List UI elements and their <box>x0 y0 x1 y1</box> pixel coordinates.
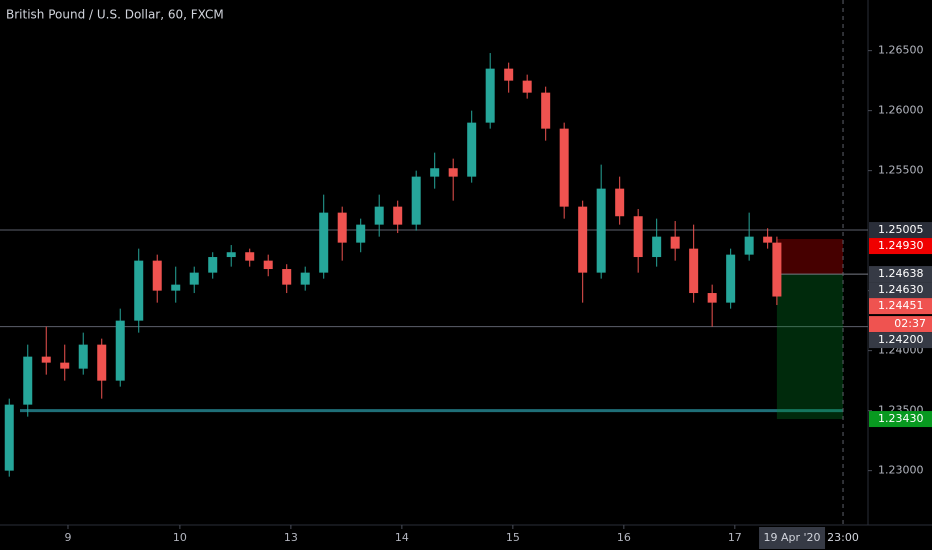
candle-body <box>171 284 181 291</box>
candle-body <box>300 272 310 285</box>
price-label-box <box>869 266 932 283</box>
x-tick-label: 14 <box>395 531 409 544</box>
candle-body <box>97 344 107 381</box>
candle-body <box>448 168 458 177</box>
candle-body <box>541 92 551 129</box>
candle-body <box>772 242 782 297</box>
price-label: 1.24630 <box>878 283 924 296</box>
target-zone <box>776 274 844 420</box>
candle-body <box>115 320 125 381</box>
candle-body <box>41 356 51 363</box>
price-label-box <box>869 411 932 428</box>
candle-body <box>337 212 347 243</box>
candle-body <box>189 272 199 285</box>
candle-body <box>578 206 588 273</box>
candle-body <box>689 248 699 294</box>
candle-body <box>4 404 14 471</box>
chart-title: British Pound / U.S. Dollar, 60, FXCM <box>6 8 224 22</box>
candle-body <box>374 206 384 225</box>
price-label-box <box>869 222 932 239</box>
price-label-box <box>869 332 932 349</box>
y-tick-label: 1.26000 <box>878 104 924 117</box>
price-label-box <box>869 238 932 255</box>
candle-body <box>670 236 680 249</box>
candle-body <box>707 293 717 303</box>
x-tick-label: 10 <box>173 531 187 544</box>
y-tick-label: 1.26500 <box>878 44 924 57</box>
candle-body <box>504 68 514 81</box>
cursor-date-box <box>759 527 826 549</box>
candle-body <box>763 236 773 243</box>
candle-body <box>245 252 255 261</box>
candle-body <box>319 212 329 273</box>
candle-body <box>467 122 477 177</box>
price-label: 1.24451 <box>878 299 924 312</box>
price-label: 1.25005 <box>878 223 924 236</box>
candle-body <box>615 188 625 217</box>
candle-body <box>596 188 606 273</box>
candle-body <box>411 176 421 225</box>
candle-body <box>744 236 754 255</box>
candle-body <box>726 254 736 303</box>
candle-body <box>356 224 366 243</box>
candle-body <box>522 80 532 93</box>
y-tick-label: 1.23000 <box>878 464 924 477</box>
price-label: 1.24200 <box>878 333 924 346</box>
x-tick-label: 9 <box>64 531 71 544</box>
candle-body <box>633 216 643 258</box>
candle-body <box>485 68 495 123</box>
candle-body <box>134 260 144 321</box>
x-tick-label: 17 <box>728 531 742 544</box>
candle-body <box>60 362 70 369</box>
countdown-box <box>869 316 932 333</box>
price-label-box <box>869 282 932 299</box>
price-label: 1.23430 <box>878 412 924 425</box>
x-tick-label: 15 <box>506 531 520 544</box>
candle-body <box>263 260 273 270</box>
candle-body <box>23 356 33 405</box>
candle-body <box>226 252 236 258</box>
cursor-date: 19 Apr '20 <box>764 531 821 544</box>
candle-body <box>78 344 88 369</box>
candle-body <box>559 128 569 207</box>
x-tick-label: 16 <box>617 531 631 544</box>
price-label: 1.24930 <box>878 239 924 252</box>
y-tick-label: 1.25500 <box>878 164 924 177</box>
candle-body <box>152 260 162 291</box>
candle-body <box>393 206 403 225</box>
candle-body <box>208 257 218 273</box>
countdown: 02:37 <box>894 317 926 330</box>
candle-body <box>282 269 292 285</box>
x-tick-label: 13 <box>284 531 298 544</box>
stop-zone <box>776 239 844 275</box>
price-label: 1.24638 <box>878 267 924 280</box>
candle-body <box>430 168 440 177</box>
candle-body <box>652 236 662 258</box>
cursor-time: 23:00 <box>827 531 859 544</box>
price-label-box <box>869 298 932 315</box>
